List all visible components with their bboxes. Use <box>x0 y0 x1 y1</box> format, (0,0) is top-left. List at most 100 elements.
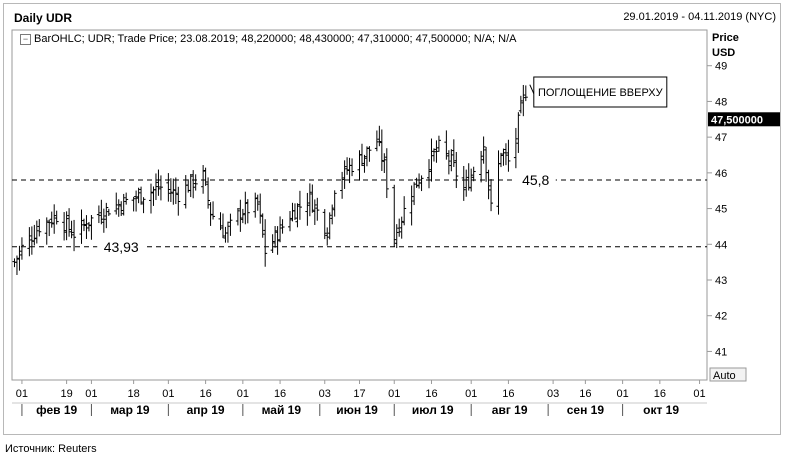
ohlc-bar <box>37 219 42 237</box>
x-tick-label: 16 <box>274 388 286 400</box>
ohlc-bar <box>124 192 129 205</box>
level-label-bg <box>515 172 556 188</box>
ohlc-bar <box>484 146 489 182</box>
chart-title: Daily UDR <box>14 11 73 25</box>
ohlc-bar <box>139 186 144 205</box>
ohlc-bar <box>521 84 526 117</box>
ohlc-bar <box>397 218 402 237</box>
y-tick-label: 49 <box>715 61 727 73</box>
ohlc-bar <box>464 169 469 197</box>
x-tick-label: 16 <box>425 388 437 400</box>
ohlc-bar <box>446 150 451 175</box>
ohlc-bar <box>310 184 315 213</box>
ohlc-bar <box>315 197 320 221</box>
ohlc-bar <box>431 148 436 162</box>
ohlc-bar <box>394 224 399 249</box>
month-label: фев 19 <box>36 403 77 417</box>
x-tick-label: 16 <box>579 388 591 400</box>
x-tick-label: 03 <box>319 388 331 400</box>
ohlc-bar <box>325 227 330 246</box>
ohlc-bar <box>243 191 248 225</box>
y-tick-label: 47 <box>715 132 727 144</box>
ohlc-bar <box>158 175 163 201</box>
ohlc-bar <box>84 215 89 239</box>
ohlc-bar <box>44 217 49 245</box>
x-tick-label: 01 <box>616 388 628 400</box>
month-label: окт 19 <box>643 403 679 417</box>
ohlc-bar <box>27 227 32 257</box>
y-axis-title-price: Price <box>712 32 739 44</box>
ohlc-bar <box>235 207 240 226</box>
auto-scale-button <box>709 367 747 382</box>
ohlc-bar <box>149 183 153 214</box>
ohlc-bar <box>449 149 454 172</box>
y-tick-label: 43 <box>715 275 727 287</box>
ohlc-bar <box>99 199 104 225</box>
current-price-badge <box>708 112 780 127</box>
ohlc-bar <box>322 209 327 240</box>
ohlc-bar <box>263 219 268 267</box>
ohlc-bar <box>64 211 69 241</box>
ohlc-bar <box>469 168 474 192</box>
month-label: мар 19 <box>110 403 150 417</box>
y-tick-label: 41 <box>715 346 727 358</box>
ohlc-bars <box>12 84 528 276</box>
ohlc-bar <box>434 140 439 163</box>
ohlc-bar <box>280 219 285 234</box>
ohlc-bar <box>350 158 355 177</box>
ohlc-bar <box>176 186 181 216</box>
ohlc-bar <box>141 197 146 214</box>
ohlc-bar <box>49 211 54 228</box>
ohlc-bar <box>116 199 121 217</box>
ohlc-bar <box>89 215 94 240</box>
ohlc-bar <box>342 160 347 189</box>
ohlc-bar <box>191 170 196 199</box>
x-tick-label: 01 <box>85 388 97 400</box>
ohlc-bar <box>136 187 141 204</box>
ohlc-bar <box>238 199 243 232</box>
ohlc-bar <box>32 224 37 246</box>
ohlc-bar <box>173 177 178 205</box>
ohlc-bar <box>79 209 84 244</box>
y-tick-label: 48 <box>715 96 727 108</box>
month-label: сен 19 <box>567 403 605 417</box>
ohlc-bar <box>513 127 518 169</box>
ohlc-bar <box>307 183 312 217</box>
ohlc-bar <box>67 208 72 237</box>
ohlc-bar <box>409 185 414 226</box>
ohlc-bar <box>240 208 245 224</box>
ohlc-bar <box>506 139 511 172</box>
level-label-bg <box>97 238 146 255</box>
ohlc-bar <box>69 220 74 239</box>
ohlc-bar <box>327 212 332 240</box>
current-price-label: 47,500000 <box>711 114 763 126</box>
ohlc-bar <box>14 255 19 276</box>
ohlc-bar <box>255 194 260 211</box>
ohlc-bar <box>384 148 389 199</box>
ohlc-bar <box>258 193 263 224</box>
x-tick-label: 01 <box>693 388 705 400</box>
ohlc-bar <box>225 221 230 243</box>
ohlc-bar <box>12 258 17 268</box>
level-label: 45,8 <box>522 172 549 188</box>
ohlc-bar <box>489 179 494 212</box>
source-note: Источник: Reuters <box>5 443 97 455</box>
ohlc-bar <box>451 139 456 167</box>
ohlc-bar <box>454 151 459 189</box>
ohlc-bar <box>153 173 158 201</box>
ohlc-bar <box>436 135 441 152</box>
ohlc-bar <box>273 226 278 248</box>
ohlc-bar <box>47 219 52 237</box>
ohlc-bar <box>367 146 372 162</box>
auto-scale-label: Auto <box>713 370 736 382</box>
ohlc-bar <box>34 220 39 244</box>
y-tick-label: 45 <box>715 204 727 216</box>
ohlc-bar <box>29 226 34 255</box>
x-tick-label: 01 <box>465 388 477 400</box>
ohlc-bar <box>211 201 216 220</box>
collapse-icon[interactable]: − <box>20 33 31 45</box>
ohlc-bar <box>516 112 521 153</box>
ohlc-bar <box>54 210 59 225</box>
ohlc-bar <box>330 204 335 225</box>
ohlc-bar <box>297 190 302 220</box>
